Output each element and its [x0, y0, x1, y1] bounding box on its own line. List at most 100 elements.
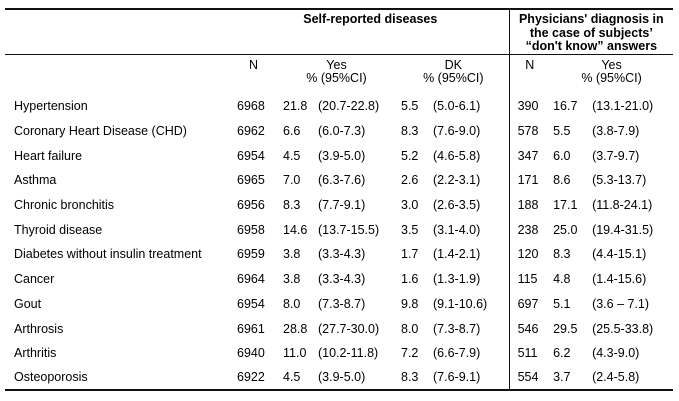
column-header-row: N Yes % (95%CI) DK % (95%CI) N Yes % (95… — [5, 54, 673, 94]
self-dk-ci: (1.4-2.1) — [433, 247, 481, 262]
phys-yes-ci: (19.4-31.5) — [592, 222, 654, 237]
col-header-yes-ci-label: % (95%CI) — [306, 71, 367, 85]
phys-yes-percent: 29.5 — [553, 321, 578, 336]
phys-yes-ci: (3.6 – 7.1) — [592, 296, 650, 311]
physicians-group-label-line2: the case of subjects’ — [529, 25, 653, 40]
self-dk-percent: 8.0 — [401, 321, 419, 336]
self-yes-ci: (3.9-5.0) — [315, 365, 398, 392]
self-yes-percent: 3.8 — [283, 272, 301, 287]
phys-yes-ci: (5.3-13.7) — [592, 173, 647, 188]
phys-yes-percent: 6.2 — [553, 346, 571, 361]
col-header-dk-label: DK — [444, 57, 462, 72]
self-yes-ci: (7.3-8.7) — [318, 296, 366, 311]
phys-n-value: 188 — [508, 192, 551, 218]
table-row: Gout 6954 8.0 (7.3-8.7) 9.8 (9.1-10.6) 6… — [5, 291, 673, 317]
table-row: Heart failure 6954 4.5 (3.9-5.0) 5.2 (4.… — [5, 143, 673, 169]
disease-label: Cancer — [14, 272, 55, 287]
self-dk-percent: 8.3 — [401, 124, 419, 139]
col-header-dk-ci-label: % (95%CI) — [423, 71, 484, 85]
physicians-group-label-line1: Physicians' diagnosis in — [518, 12, 664, 26]
phys-yes-percent: 25.0 — [553, 222, 578, 237]
self-dk-ci: (1.3-1.9) — [433, 272, 481, 287]
self-n-value: 6962 — [237, 124, 265, 139]
self-yes-ci: (20.7-22.8) — [318, 99, 380, 114]
self-yes-percent: 21.8 — [283, 99, 308, 114]
self-yes-ci: (7.7-9.1) — [318, 198, 366, 213]
disease-label: Osteoporosis — [5, 365, 232, 392]
phys-n-value: 115 — [508, 266, 551, 292]
self-yes-ci: (6.0-7.3) — [318, 124, 366, 139]
self-n-value: 6940 — [237, 346, 265, 361]
col-header-phys-yes: Yes % (95%CI) — [550, 54, 673, 94]
disease-statistics-table: Self-reported diseases Physicians' diagn… — [5, 8, 674, 392]
self-n-value: 6964 — [237, 272, 265, 287]
table-row: Arthrosis 6961 28.8 (27.7-30.0) 8.0 (7.3… — [5, 316, 673, 341]
disease-label: Coronary Heart Disease (CHD) — [14, 124, 187, 139]
self-dk-ci: (5.0-6.1) — [433, 99, 481, 114]
self-yes-percent: 8.3 — [283, 198, 301, 213]
table-row: Cancer 6964 3.8 (3.3-4.3) 1.6 (1.3-1.9) … — [5, 266, 673, 292]
self-yes-ci: (27.7-30.0) — [318, 321, 380, 336]
self-dk-ci: (7.6-9.0) — [433, 124, 481, 139]
table-row: Hypertension 6968 21.8 (20.7-22.8) 5.5 (… — [5, 94, 673, 119]
phys-yes-percent: 8.3 — [553, 247, 571, 262]
table-row: Coronary Heart Disease (CHD) 6962 6.6 (6… — [5, 118, 673, 144]
phys-n-value: 697 — [508, 291, 551, 317]
phys-yes-ci: (3.7-9.7) — [592, 148, 640, 163]
phys-n-value: 238 — [508, 217, 551, 243]
phys-yes-ci: (13.1-21.0) — [592, 99, 654, 114]
phys-yes-percent: 6.0 — [553, 148, 571, 163]
self-dk-percent: 5.5 — [401, 99, 419, 114]
self-yes-percent: 7.0 — [283, 173, 301, 188]
self-n-value: 6965 — [237, 173, 265, 188]
self-yes-percent: 8.0 — [283, 296, 301, 311]
group-header-row: Self-reported diseases Physicians' diagn… — [5, 8, 674, 55]
phys-n-value: 171 — [508, 168, 551, 193]
disease-label: Hypertension — [14, 99, 88, 114]
phys-yes-ci: (4.4-15.1) — [592, 247, 647, 262]
phys-yes-percent: 5.1 — [553, 296, 571, 311]
phys-yes-percent: 8.6 — [553, 173, 571, 188]
self-dk-percent: 2.6 — [401, 173, 419, 188]
col-header-yes-label: Yes — [326, 57, 347, 72]
self-n-value: 6958 — [237, 222, 265, 237]
disease-label: Thyroid disease — [14, 222, 103, 237]
self-dk-percent: 1.6 — [401, 272, 419, 287]
table-body: Hypertension 6968 21.8 (20.7-22.8) 5.5 (… — [5, 94, 674, 392]
self-n-value: 6922 — [232, 365, 275, 392]
self-dk-percent: 7.2 — [401, 346, 419, 361]
table-row: Asthma 6965 7.0 (6.3-7.6) 2.6 (2.2-3.1) … — [5, 168, 673, 193]
self-n-value: 6968 — [237, 99, 265, 114]
self-dk-ci: (2.2-3.1) — [433, 173, 481, 188]
self-dk-ci: (6.6-7.9) — [433, 346, 481, 361]
disease-label: Asthma — [14, 173, 57, 188]
self-n-value: 6961 — [237, 321, 265, 336]
phys-yes-percent: 5.5 — [553, 124, 571, 139]
physicians-group-header: Physicians' diagnosis in the case of sub… — [508, 8, 674, 55]
col-header-phys-yes-ci-label: % (95%CI) — [581, 71, 642, 85]
table-row: Osteoporosis 6922 4.5 (3.9-5.0) 8.3 (7.6… — [5, 365, 674, 392]
disease-label: Heart failure — [14, 148, 83, 163]
phys-yes-ci: (4.3-9.0) — [592, 346, 640, 361]
phys-yes-ci: (25.5-33.8) — [592, 321, 654, 336]
self-dk-percent: 3.5 — [401, 222, 419, 237]
col-header-phys-n: N — [508, 54, 551, 94]
self-dk-percent: 8.3 — [398, 365, 430, 392]
table-row: Thyroid disease 6958 14.6 (13.7-15.5) 3.… — [5, 217, 673, 243]
self-dk-ci: (7.3-8.7) — [433, 321, 481, 336]
self-yes-ci: (10.2-11.8) — [318, 346, 379, 361]
phys-n-value: 347 — [508, 143, 551, 169]
self-yes-percent: 4.5 — [283, 148, 301, 163]
self-dk-percent: 1.7 — [401, 247, 419, 262]
self-yes-percent: 28.8 — [283, 321, 308, 336]
self-yes-percent: 14.6 — [283, 222, 308, 237]
phys-yes-ci: (3.8-7.9) — [592, 124, 640, 139]
self-n-value: 6959 — [237, 247, 265, 262]
phys-yes-percent: 4.8 — [553, 272, 571, 287]
self-dk-ci: (4.6-5.8) — [433, 148, 481, 163]
self-reported-group-header: Self-reported diseases — [232, 8, 510, 55]
phys-yes-ci: (2.4-5.8) — [590, 365, 674, 392]
phys-n-value: 578 — [508, 118, 551, 144]
self-dk-percent: 9.8 — [401, 296, 419, 311]
